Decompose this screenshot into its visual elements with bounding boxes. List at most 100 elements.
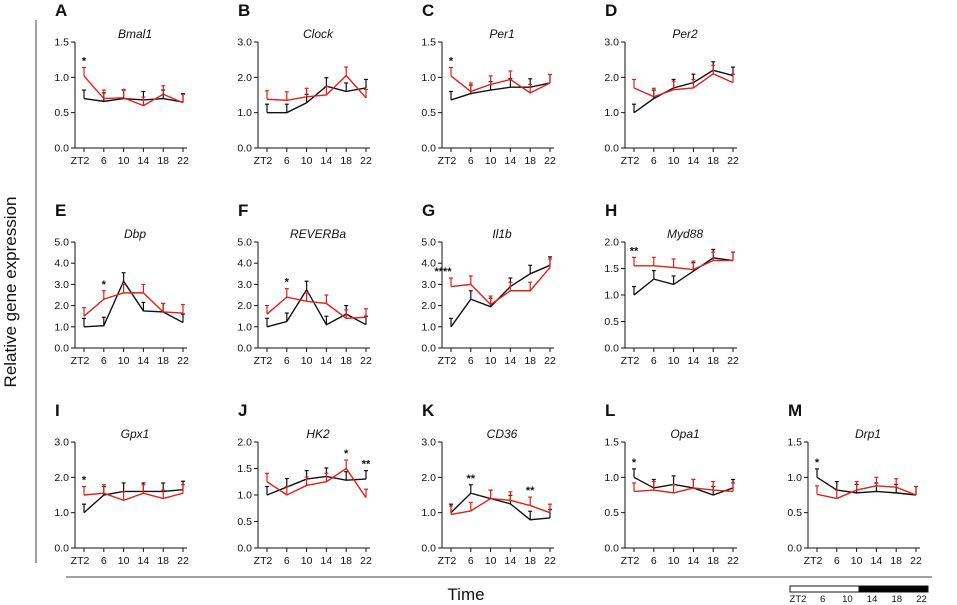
y-tick-label: 1.5: [421, 37, 436, 49]
series-line-black: [266, 288, 367, 328]
light-dark-bar-label: 18: [892, 594, 903, 605]
x-tick-label: 10: [485, 555, 497, 567]
x-tick-label: 14: [505, 155, 517, 167]
series-line-red: [450, 497, 551, 516]
x-tick-label: 18: [524, 155, 536, 167]
panel-letter: F: [238, 201, 248, 220]
x-tick-label: ZT2: [71, 355, 90, 367]
series-line-red: [266, 467, 367, 499]
y-tick-label: 3.0: [604, 37, 619, 49]
x-tick-label: 14: [138, 555, 150, 567]
x-tick-label: 10: [301, 155, 313, 167]
panel-letter: K: [422, 401, 435, 420]
x-tick-label: 18: [707, 155, 719, 167]
x-tick-label: ZT2: [438, 355, 457, 367]
x-tick-label: 6: [651, 555, 657, 567]
y-tick-label: 0.5: [54, 107, 69, 119]
series-line-black: [633, 69, 734, 114]
y-tick-label: 2.0: [237, 300, 252, 312]
light-dark-bar-label: 14: [867, 594, 878, 605]
y-tick-label: 0.5: [604, 316, 619, 328]
y-tick-label: 1.0: [237, 107, 252, 119]
x-tick-label: 18: [890, 555, 902, 567]
series-line-red: [83, 292, 184, 317]
panel-k: K CD36 0.0 1.0 2.0 3.0 ZT2 6 10 14 18 22 ** **: [421, 401, 556, 567]
y-tick-label: 1.5: [237, 463, 252, 475]
x-tick-label: 14: [138, 155, 150, 167]
x-tick-label: 10: [668, 155, 680, 167]
x-tick-label: 6: [101, 355, 107, 367]
significance-marker: **: [467, 473, 476, 485]
y-tick-label: 1.0: [54, 321, 69, 333]
x-tick-label: 14: [321, 555, 333, 567]
panel-i: I Gpx1 0.0 1.0 2.0 3.0 ZT2 6 10 14 18 22 *: [54, 401, 189, 567]
panel-title: HK2: [306, 427, 330, 441]
y-tick-label: 2.0: [604, 237, 619, 249]
y-tick-label: 1.5: [604, 263, 619, 275]
y-tick-label: 0.0: [54, 343, 69, 355]
x-tick-label: 10: [301, 555, 313, 567]
panel-letter: D: [605, 1, 617, 20]
y-tick-label: 0.0: [237, 143, 252, 155]
y-tick-label: 1.0: [421, 507, 436, 519]
light-phase-rect: [789, 585, 860, 593]
panel-h: H Myd88 0.0 0.5 1.0 1.5 2.0 ZT2 6 10 14 18 22 **: [604, 201, 739, 367]
y-tick-label: 3.0: [421, 279, 436, 291]
panels: A Bmal1 0.0 0.5 1.0 1.5 ZT2 6 10 14 18 22 * B Clock 0.0…: [54, 1, 922, 567]
series-line-red: [83, 75, 184, 107]
y-tick-label: 5.0: [237, 237, 252, 249]
significance-marker: *: [82, 475, 87, 487]
series-line-red: [633, 72, 734, 98]
y-tick-label: 1.5: [787, 437, 802, 449]
x-tick-label: ZT2: [438, 555, 457, 567]
x-tick-label: 22: [177, 555, 189, 567]
series-line-red: [816, 485, 917, 500]
x-tick-label: 14: [138, 355, 150, 367]
panel-f: F REVERBa 0.0 1.0 2.0 3.0 4.0 5.0 ZT2 6 10 14 18 22 *: [237, 201, 372, 367]
y-tick-label: 2.0: [237, 72, 252, 84]
y-tick-label: 1.0: [421, 72, 436, 84]
series-line-black: [450, 82, 551, 101]
light-dark-bar-label: 22: [916, 594, 927, 605]
x-tick-label: 10: [118, 355, 130, 367]
y-tick-label: 0.0: [787, 543, 802, 555]
light-dark-bar: ZT2 6 10 14 18 22: [789, 585, 929, 605]
x-tick-label: 22: [360, 155, 372, 167]
y-tick-label: 2.0: [54, 300, 69, 312]
x-tick-label: 18: [524, 355, 536, 367]
x-tick-label: 22: [727, 355, 739, 367]
x-tick-label: 10: [301, 355, 313, 367]
panel-g: G Il1b 0.0 1.0 2.0 3.0 4.0 5.0 ZT2 6 10 14 18 22 ****: [421, 201, 556, 367]
y-axis-title: Relative gene expression: [1, 197, 20, 388]
y-tick-label: 5.0: [54, 237, 69, 249]
x-tick-label: 18: [340, 155, 352, 167]
series-line-black: [816, 476, 917, 496]
series-line-black: [633, 257, 734, 296]
light-dark-bar-labels: ZT2 6 10 14 18 22: [790, 594, 927, 605]
x-tick-label: 14: [688, 555, 700, 567]
panel-m: M Drp1 0.0 0.5 1.0 1.5 ZT2 6 10 14 18 22 *: [787, 401, 922, 567]
y-tick-label: 0.5: [787, 507, 802, 519]
x-tick-label: 10: [485, 355, 497, 367]
series-line-red: [450, 266, 551, 306]
panel-title: Clock: [303, 27, 334, 41]
x-tick-label: 14: [871, 555, 883, 567]
y-tick-label: 0.0: [421, 543, 436, 555]
x-tick-label: 22: [727, 155, 739, 167]
x-tick-label: 18: [707, 355, 719, 367]
y-tick-label: 0.0: [421, 343, 436, 355]
x-tick-label: 14: [321, 155, 333, 167]
series-line-black: [267, 85, 367, 114]
x-tick-label: 14: [505, 355, 517, 367]
x-tick-label: 22: [544, 355, 556, 367]
y-tick-label: 0.0: [54, 543, 69, 555]
significance-marker: **: [630, 245, 639, 257]
panel-title: Il1b: [492, 227, 512, 241]
y-tick-label: 1.0: [604, 107, 619, 119]
panel-c: C Per1 0.0 0.5 1.0 1.5 ZT2 6 10 14 18 22 *: [421, 1, 556, 167]
series-line-red: [634, 259, 733, 271]
x-tick-label: 14: [505, 555, 517, 567]
x-tick-label: 18: [157, 155, 169, 167]
